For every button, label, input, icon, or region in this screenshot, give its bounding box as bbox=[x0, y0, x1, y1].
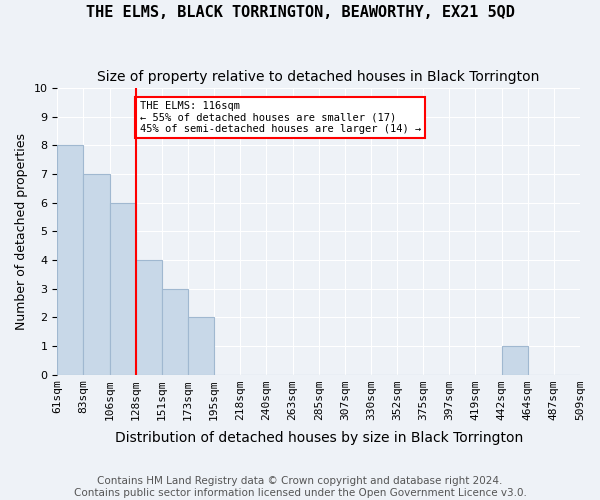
X-axis label: Distribution of detached houses by size in Black Torrington: Distribution of detached houses by size … bbox=[115, 431, 523, 445]
Bar bbox=[83, 174, 110, 374]
Title: Size of property relative to detached houses in Black Torrington: Size of property relative to detached ho… bbox=[97, 70, 540, 84]
Bar bbox=[188, 317, 214, 374]
Text: Contains HM Land Registry data © Crown copyright and database right 2024.
Contai: Contains HM Land Registry data © Crown c… bbox=[74, 476, 526, 498]
Y-axis label: Number of detached properties: Number of detached properties bbox=[15, 132, 28, 330]
Bar bbox=[162, 288, 188, 374]
Bar bbox=[110, 202, 136, 374]
Text: THE ELMS, BLACK TORRINGTON, BEAWORTHY, EX21 5QD: THE ELMS, BLACK TORRINGTON, BEAWORTHY, E… bbox=[86, 5, 514, 20]
Text: THE ELMS: 116sqm
← 55% of detached houses are smaller (17)
45% of semi-detached : THE ELMS: 116sqm ← 55% of detached house… bbox=[140, 101, 421, 134]
Bar bbox=[57, 146, 83, 374]
Bar bbox=[136, 260, 162, 374]
Bar bbox=[502, 346, 528, 374]
